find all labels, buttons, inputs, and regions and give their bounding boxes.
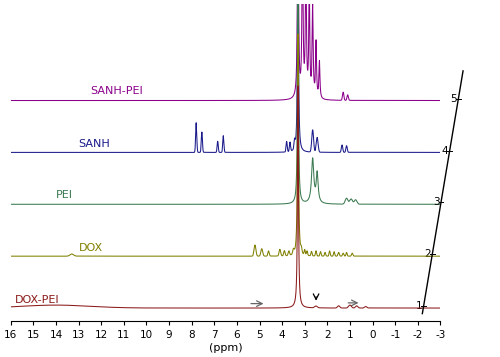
Text: DOX: DOX (78, 243, 103, 253)
Text: 1: 1 (416, 301, 422, 311)
Text: 2: 2 (424, 249, 431, 259)
Text: 4: 4 (442, 146, 448, 156)
X-axis label: (ppm): (ppm) (209, 343, 242, 353)
Text: SANH: SANH (78, 139, 110, 149)
Text: PEI: PEI (56, 190, 73, 200)
Text: DOX-PEI: DOX-PEI (16, 295, 60, 305)
Text: 5: 5 (450, 94, 457, 104)
Text: 3: 3 (433, 197, 440, 207)
Text: SANH-PEI: SANH-PEI (90, 86, 142, 96)
